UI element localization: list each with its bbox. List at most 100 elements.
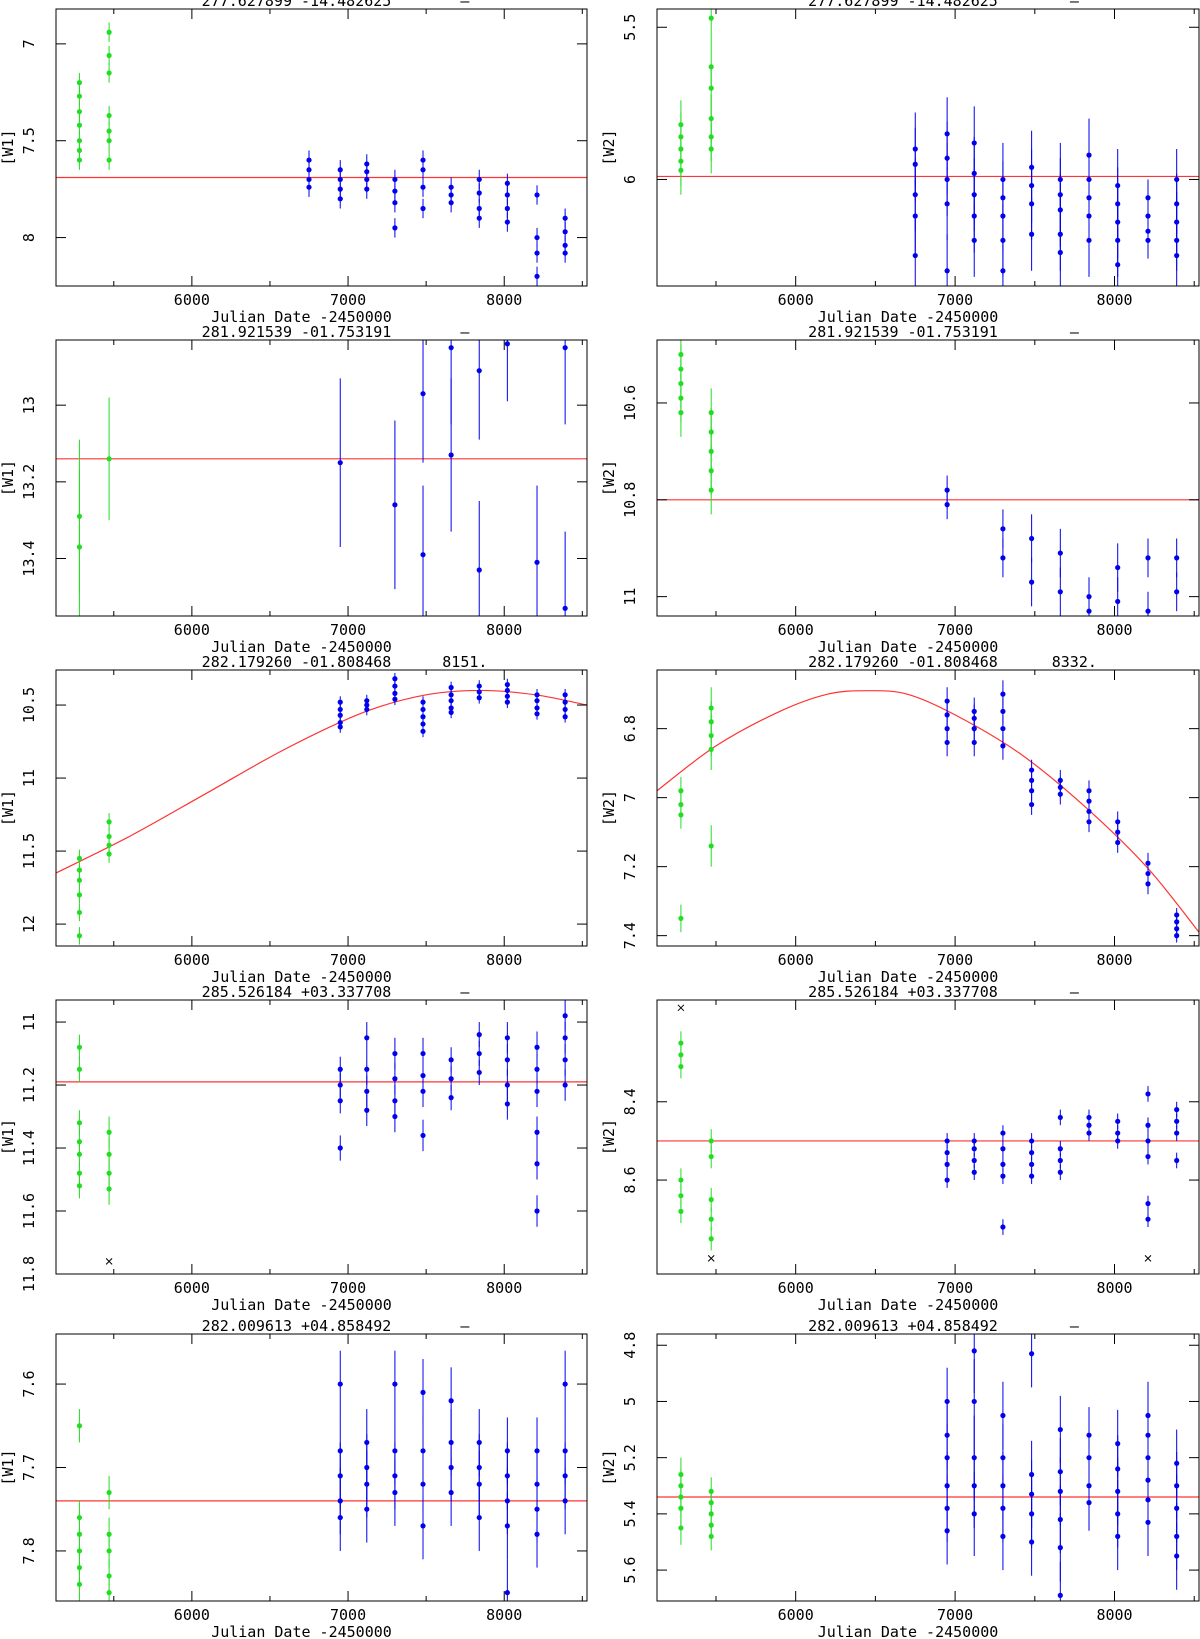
neowise-data-point bbox=[337, 196, 343, 202]
period-tag: 8332. bbox=[1052, 653, 1097, 671]
neowise-data-point bbox=[1115, 1118, 1121, 1124]
neowise-data-point bbox=[562, 215, 568, 221]
neowise-data-point bbox=[1145, 237, 1151, 243]
light-curve-panel: 277.627899 -14.482625 – 6000 7000 8000 7 7.5 8 J… bbox=[0, 0, 588, 326]
plot-frame bbox=[656, 669, 1200, 947]
light-curve-panel: 281.921539 -01.753191 – 6000 7000 8000 13 13.2… bbox=[0, 323, 588, 656]
allwise-data-point bbox=[708, 1197, 714, 1203]
neowise-data-point bbox=[971, 1348, 977, 1354]
allwise-data-point bbox=[678, 1525, 684, 1531]
neowise-data-point bbox=[448, 698, 454, 704]
allwise-data-point bbox=[708, 1153, 714, 1160]
neowise-data-point bbox=[1174, 1553, 1180, 1559]
x-tick-label: 7000 bbox=[330, 621, 366, 639]
neowise-data-point bbox=[1000, 1533, 1006, 1539]
x-axis-label: Julian Date -2450000 bbox=[211, 968, 392, 986]
neowise-data-point bbox=[392, 225, 398, 231]
neowise-data-point bbox=[1000, 555, 1006, 561]
panel-title: 282.009613 +04.858492 bbox=[202, 1317, 392, 1335]
x-tick-label: 6000 bbox=[174, 951, 210, 969]
neowise-data-point bbox=[420, 1132, 426, 1139]
plot-frame bbox=[55, 999, 588, 1275]
neowise-data-point bbox=[1029, 1150, 1035, 1156]
neowise-data-point bbox=[1145, 881, 1151, 887]
y-axis-label: [W2] bbox=[600, 1119, 618, 1155]
x-tick-label: 6000 bbox=[174, 291, 210, 309]
y-tick-label: 11 bbox=[20, 769, 38, 787]
neowise-data-point bbox=[476, 567, 482, 573]
neowise-data-point bbox=[364, 186, 370, 192]
neowise-data-point bbox=[364, 1035, 370, 1041]
allwise-data-point bbox=[708, 843, 714, 849]
neowise-data-point bbox=[337, 1514, 343, 1521]
neowise-data-point bbox=[534, 1044, 540, 1050]
panel-title: 277.627899 -14.482625 bbox=[808, 0, 998, 10]
y-tick-label: 7 bbox=[621, 793, 639, 802]
x-axis-label: Julian Date -2450000 bbox=[818, 1623, 999, 1639]
neowise-data-point bbox=[337, 1082, 343, 1088]
neowise-data-point bbox=[420, 167, 426, 173]
neowise-data-point bbox=[392, 1489, 398, 1496]
plot-frame bbox=[656, 8, 1200, 287]
neowise-data-point bbox=[364, 1107, 370, 1113]
x-tick-label: 8000 bbox=[486, 621, 522, 639]
neowise-data-point bbox=[971, 739, 977, 746]
y-tick-label: 10.5 bbox=[20, 687, 38, 723]
sinusoid-fit-curve bbox=[657, 690, 1199, 933]
light-curve-panel: 282.179260 -01.808468 8332. 6000 7000 8000 6.… bbox=[600, 653, 1200, 986]
y-tick-label: 8.6 bbox=[621, 1167, 639, 1194]
allwise-data-point bbox=[678, 812, 684, 818]
neowise-data-point bbox=[392, 1381, 398, 1387]
allwise-data-point bbox=[678, 410, 684, 416]
neowise-data-point bbox=[476, 695, 482, 701]
y-tick-label: 13.4 bbox=[20, 540, 38, 576]
neowise-data-point bbox=[420, 699, 426, 705]
neowise-data-point bbox=[1000, 1161, 1006, 1167]
neowise-data-point bbox=[1000, 268, 1006, 274]
neowise-data-point bbox=[392, 683, 398, 689]
x-axis-label: Julian Date -2450000 bbox=[211, 638, 392, 656]
neowise-data-point bbox=[944, 1177, 950, 1183]
allwise-data-point bbox=[106, 851, 112, 857]
neowise-data-point bbox=[1029, 1539, 1035, 1545]
x-tick-label: 6000 bbox=[174, 621, 210, 639]
neowise-data-point bbox=[1174, 1157, 1180, 1164]
y-tick-label: 7.7 bbox=[20, 1454, 38, 1481]
panel-title: 277.627899 -14.482625 bbox=[202, 0, 392, 10]
neowise-data-point bbox=[944, 1138, 950, 1144]
neowise-data-point bbox=[504, 1523, 510, 1529]
neowise-data-point bbox=[1145, 1200, 1151, 1207]
neowise-data-point bbox=[534, 1066, 540, 1072]
neowise-data-point bbox=[364, 176, 370, 183]
allwise-data-point bbox=[106, 819, 112, 825]
allwise-data-point bbox=[76, 1423, 83, 1429]
neowise-data-point bbox=[1029, 1161, 1035, 1167]
y-tick-label: 12 bbox=[20, 915, 38, 933]
allwise-data-point bbox=[678, 1177, 684, 1183]
y-tick-label: 10.8 bbox=[621, 482, 639, 518]
neowise-data-point bbox=[364, 1088, 370, 1094]
neowise-data-point bbox=[420, 1481, 426, 1487]
plot-frame bbox=[55, 339, 588, 617]
neowise-data-point bbox=[448, 1076, 454, 1082]
x-tick-label: 8000 bbox=[486, 1279, 522, 1297]
period-tag: – bbox=[1070, 983, 1080, 1001]
x-axis-label: Julian Date -2450000 bbox=[818, 1296, 999, 1314]
neowise-data-point bbox=[534, 1161, 540, 1167]
panel-title: 281.921539 -01.753191 bbox=[202, 323, 392, 341]
allwise-data-point bbox=[76, 1120, 83, 1126]
neowise-data-point bbox=[534, 1129, 540, 1135]
neowise-data-point bbox=[392, 1113, 398, 1120]
neowise-data-point bbox=[1057, 1114, 1063, 1121]
neowise-data-point bbox=[476, 176, 482, 183]
neowise-data-point bbox=[448, 200, 454, 206]
allwise-data-point bbox=[76, 122, 83, 128]
neowise-data-point bbox=[562, 692, 568, 698]
x-tick-label: 8000 bbox=[486, 291, 522, 309]
neowise-data-point bbox=[504, 219, 510, 225]
neowise-data-point bbox=[1000, 743, 1006, 749]
neowise-data-point bbox=[1057, 1169, 1063, 1175]
neowise-data-point bbox=[912, 252, 918, 259]
neowise-data-point bbox=[534, 273, 540, 279]
x-tick-label: 6000 bbox=[174, 1279, 210, 1297]
